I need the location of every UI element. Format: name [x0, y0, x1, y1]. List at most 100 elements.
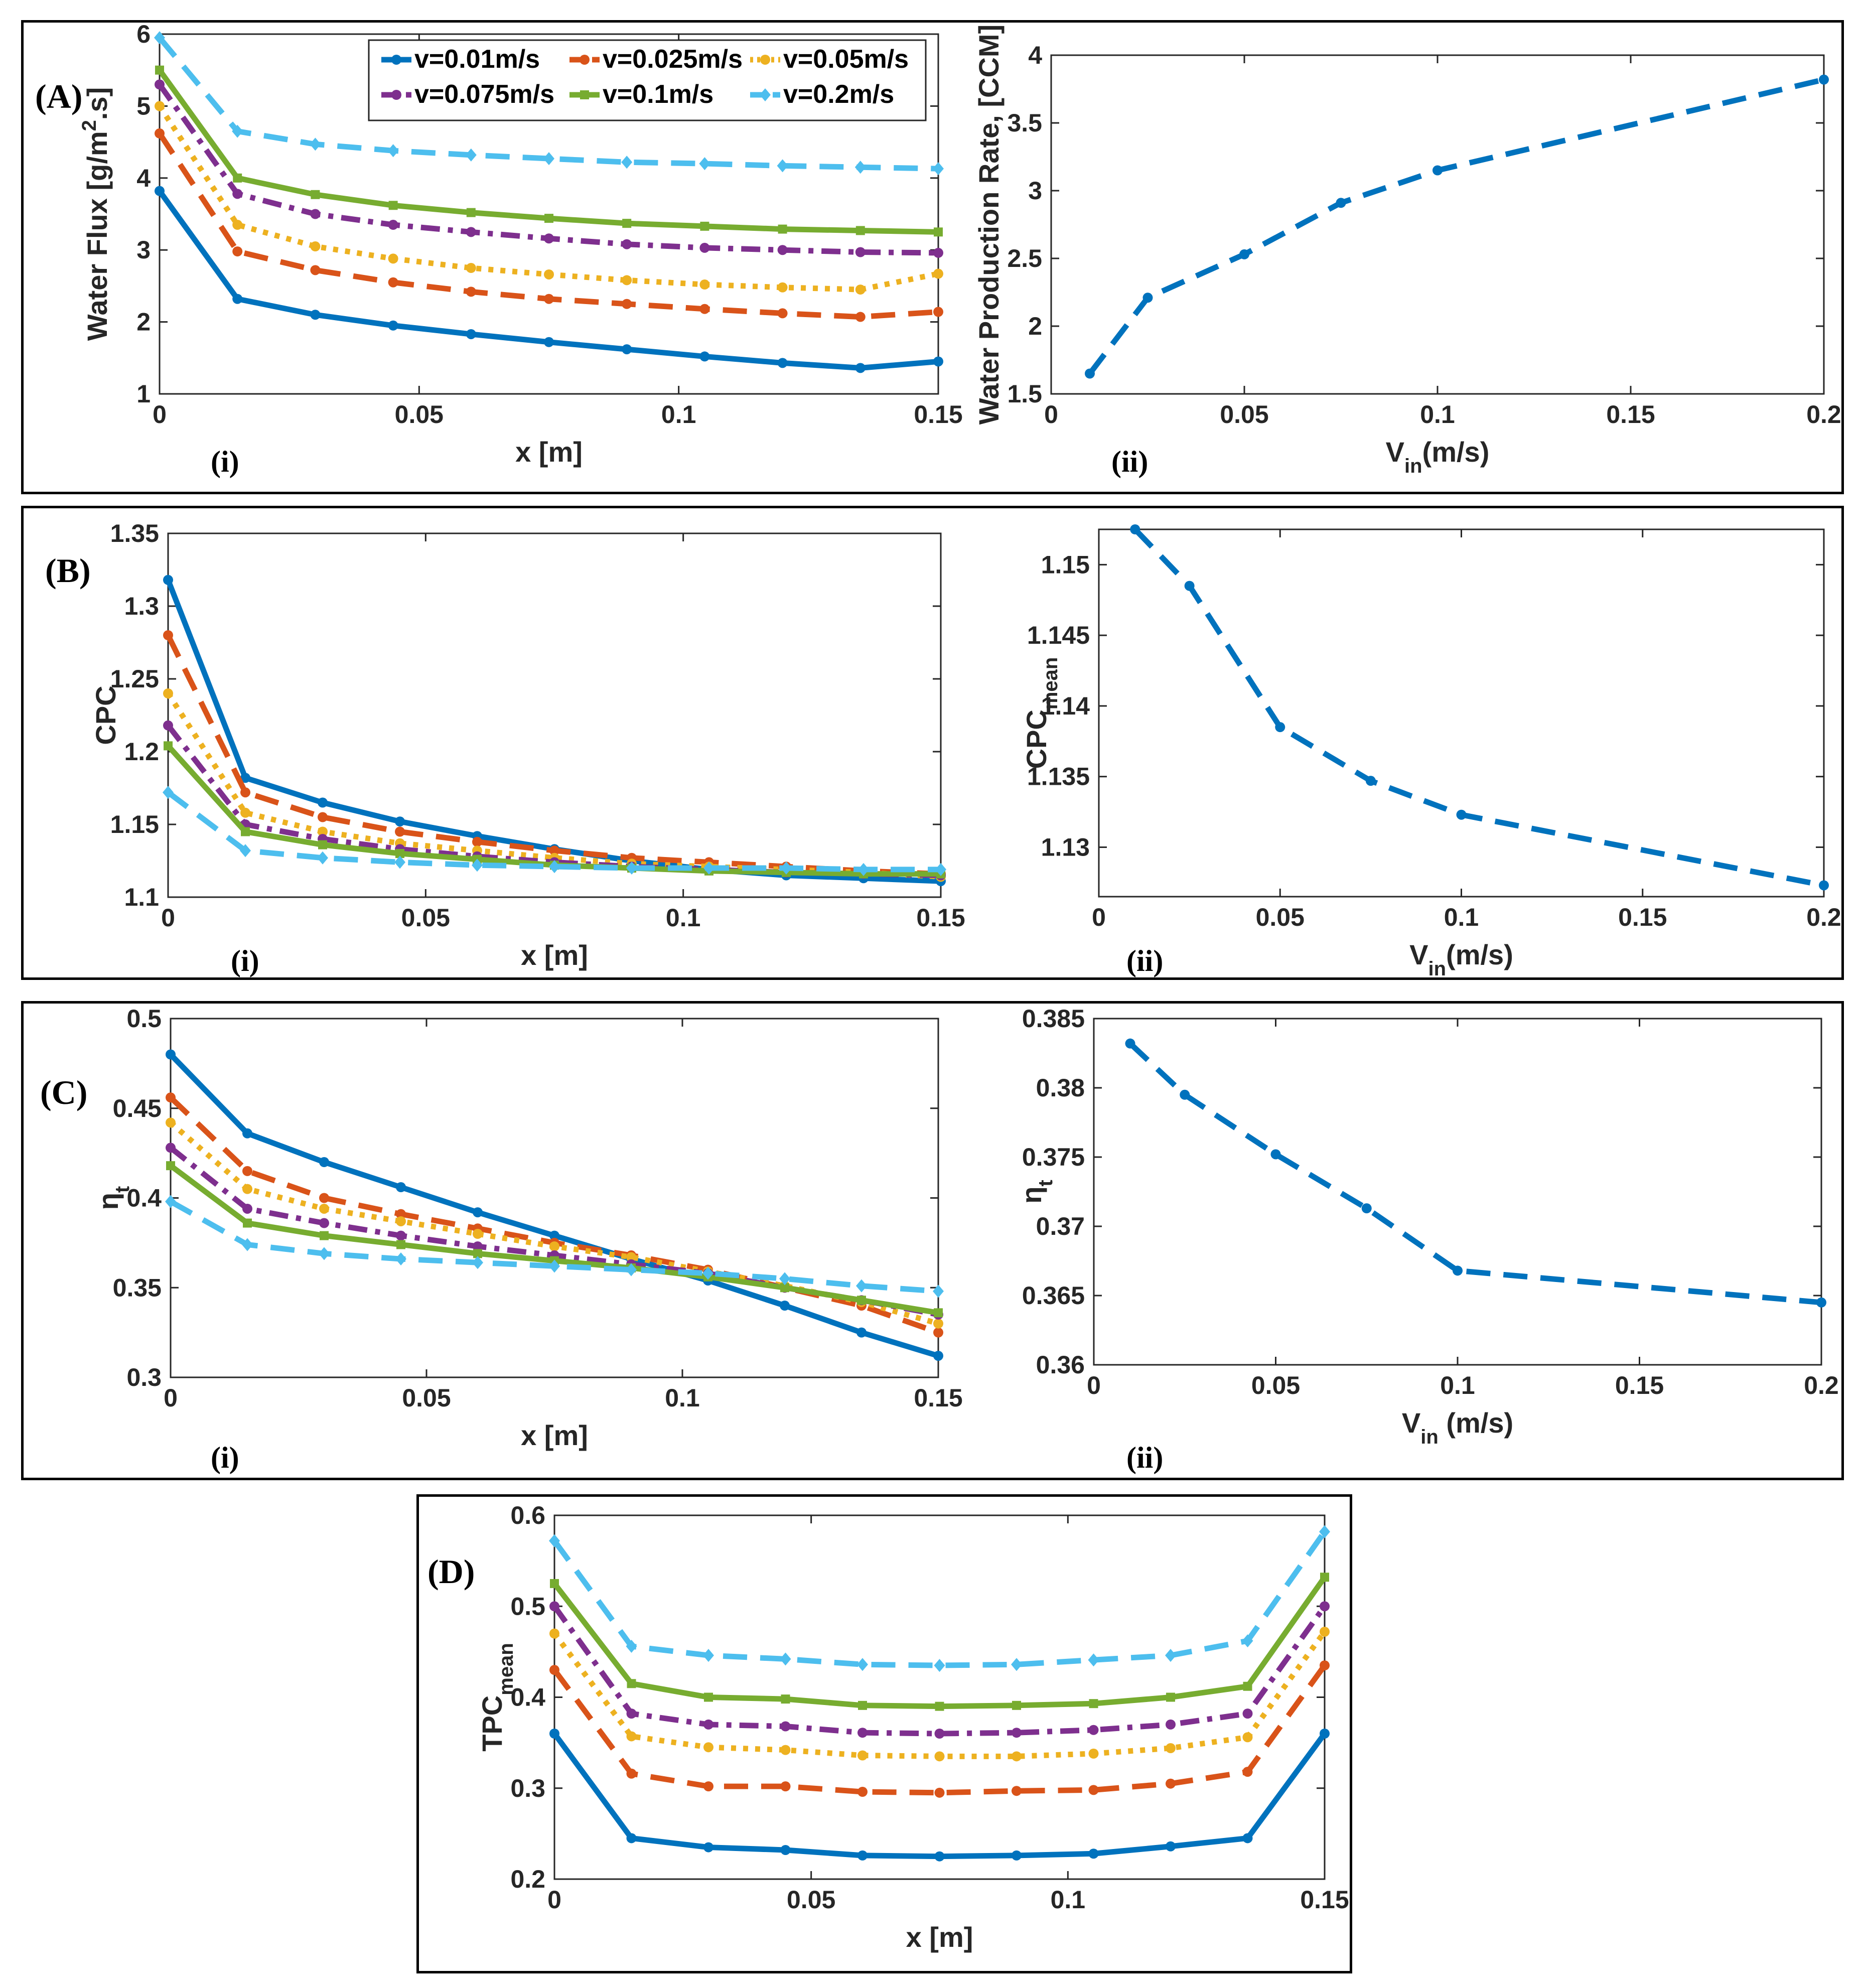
- x-tick-label: 0.2: [1804, 1371, 1839, 1399]
- data-point: [855, 363, 866, 373]
- x-tick-label: 0: [547, 1886, 561, 1914]
- y-tick-label: 0.2: [510, 1865, 545, 1893]
- data-point: [933, 1327, 943, 1338]
- data-point: [622, 344, 632, 355]
- y-tick-label: 0.45: [113, 1094, 162, 1122]
- data-point: [1336, 198, 1346, 208]
- data-point: [933, 1285, 944, 1298]
- series-line-5: [169, 1199, 939, 1294]
- sublabel-C-i: (i): [211, 1441, 239, 1474]
- data-point: [626, 1731, 637, 1742]
- data-point: [857, 1750, 868, 1761]
- chart-C-ii: 0 0.05 0.1 0.15 0.2 0.36 0.365 0.37 0.375 0.38 0.3…: [1016, 1005, 1839, 1448]
- data-point: [1012, 1700, 1021, 1710]
- data-point: [626, 1263, 637, 1276]
- axes-box: [1093, 1018, 1822, 1366]
- data-point: [855, 312, 866, 322]
- data-point: [626, 862, 637, 875]
- data-point: [1130, 524, 1140, 534]
- data-point: [780, 1845, 791, 1855]
- data-point: [1320, 1601, 1330, 1612]
- data-point: [242, 1184, 252, 1194]
- y-tick-label: 0.35: [113, 1273, 162, 1302]
- data-point: [155, 128, 165, 138]
- data-point: [155, 65, 164, 75]
- y-axis-label: Water Flux [g/m2.s]: [78, 87, 113, 341]
- chart-B-ii: 0 0.05 0.1 0.15 0.2 1.13 1.135 1.14 1.145 1.15 Vin…: [1021, 524, 1841, 980]
- data-point: [933, 247, 943, 258]
- y-axis-label: CPCmean: [1021, 657, 1062, 769]
- y-tick-label: 0.5: [126, 1005, 162, 1033]
- data-point: [232, 220, 243, 230]
- x-tick-label: 0: [1087, 1371, 1101, 1399]
- y-tick-label: 1.145: [1027, 621, 1090, 649]
- data-point: [933, 356, 943, 367]
- legend-marker: [760, 55, 770, 65]
- data-point: [856, 1327, 867, 1338]
- data-point: [703, 1742, 713, 1753]
- data-point: [240, 807, 250, 818]
- data-point: [857, 1296, 866, 1305]
- data-point: [472, 1256, 483, 1269]
- y-tick-label: 1.5: [1007, 380, 1042, 408]
- data-point: [466, 263, 476, 273]
- legend-marker: [760, 88, 771, 101]
- y-tick-label: 0.385: [1022, 1005, 1085, 1033]
- data-point: [318, 812, 328, 822]
- legend-box: [368, 39, 927, 121]
- data-point: [394, 856, 405, 869]
- data-point: [1242, 1709, 1253, 1719]
- data-point: [626, 1709, 637, 1719]
- data-point: [857, 1728, 868, 1738]
- data-point: [1125, 1038, 1135, 1049]
- data-point: [700, 221, 709, 231]
- data-point: [396, 1240, 405, 1249]
- data-point: [319, 1247, 330, 1260]
- data-point: [933, 1318, 943, 1329]
- data-point: [549, 1241, 559, 1252]
- data-point: [1819, 880, 1829, 891]
- legend-label: v=0.2m/s: [783, 80, 894, 109]
- y-tick-label: 1: [136, 380, 151, 408]
- data-point: [1012, 1850, 1022, 1861]
- data-point: [1365, 776, 1376, 786]
- data-point: [1088, 1748, 1099, 1759]
- data-point: [703, 1719, 713, 1730]
- x-tick-label: 0.15: [1615, 1371, 1664, 1399]
- data-point: [704, 1692, 713, 1702]
- x-axis-label: Vin (m/s): [1402, 1407, 1513, 1448]
- data-point: [934, 1851, 945, 1862]
- x-tick-label: 0.1: [1444, 903, 1479, 931]
- x-axis-label: x [m]: [515, 436, 583, 468]
- data-point: [319, 1157, 329, 1167]
- panel-label-C: (C): [40, 1073, 87, 1111]
- data-point: [1242, 1833, 1253, 1843]
- data-point: [466, 208, 476, 217]
- y-tick-label: 3: [136, 236, 151, 264]
- data-point: [318, 797, 328, 808]
- data-point: [1320, 1627, 1330, 1637]
- data-point: [1243, 1681, 1252, 1691]
- data-point: [934, 227, 943, 237]
- data-point: [703, 1842, 713, 1853]
- x-tick-label: 0.05: [1256, 903, 1305, 931]
- data-point: [242, 1203, 252, 1214]
- panel-label-D: (D): [427, 1552, 475, 1591]
- data-point: [855, 226, 865, 235]
- data-point: [933, 1351, 943, 1361]
- data-point: [243, 1218, 252, 1228]
- data-point: [699, 157, 710, 171]
- data-point: [1361, 1203, 1372, 1214]
- data-point: [621, 156, 633, 169]
- data-point: [1816, 1297, 1826, 1308]
- data-point: [622, 219, 632, 228]
- data-point: [934, 1787, 945, 1798]
- x-tick-label: 0.15: [916, 904, 965, 932]
- data-point: [1166, 1719, 1176, 1730]
- data-point: [699, 242, 710, 253]
- legend-marker: [580, 55, 590, 65]
- data-point: [857, 1658, 868, 1671]
- sublabel-B-ii: (ii): [1126, 944, 1163, 977]
- y-tick-label: 0.38: [1036, 1074, 1085, 1102]
- chart-C-i: 0 0.05 0.1 0.15 0.3 0.35 0.4 0.45 0.5 x [m] ηt: [92, 1005, 963, 1451]
